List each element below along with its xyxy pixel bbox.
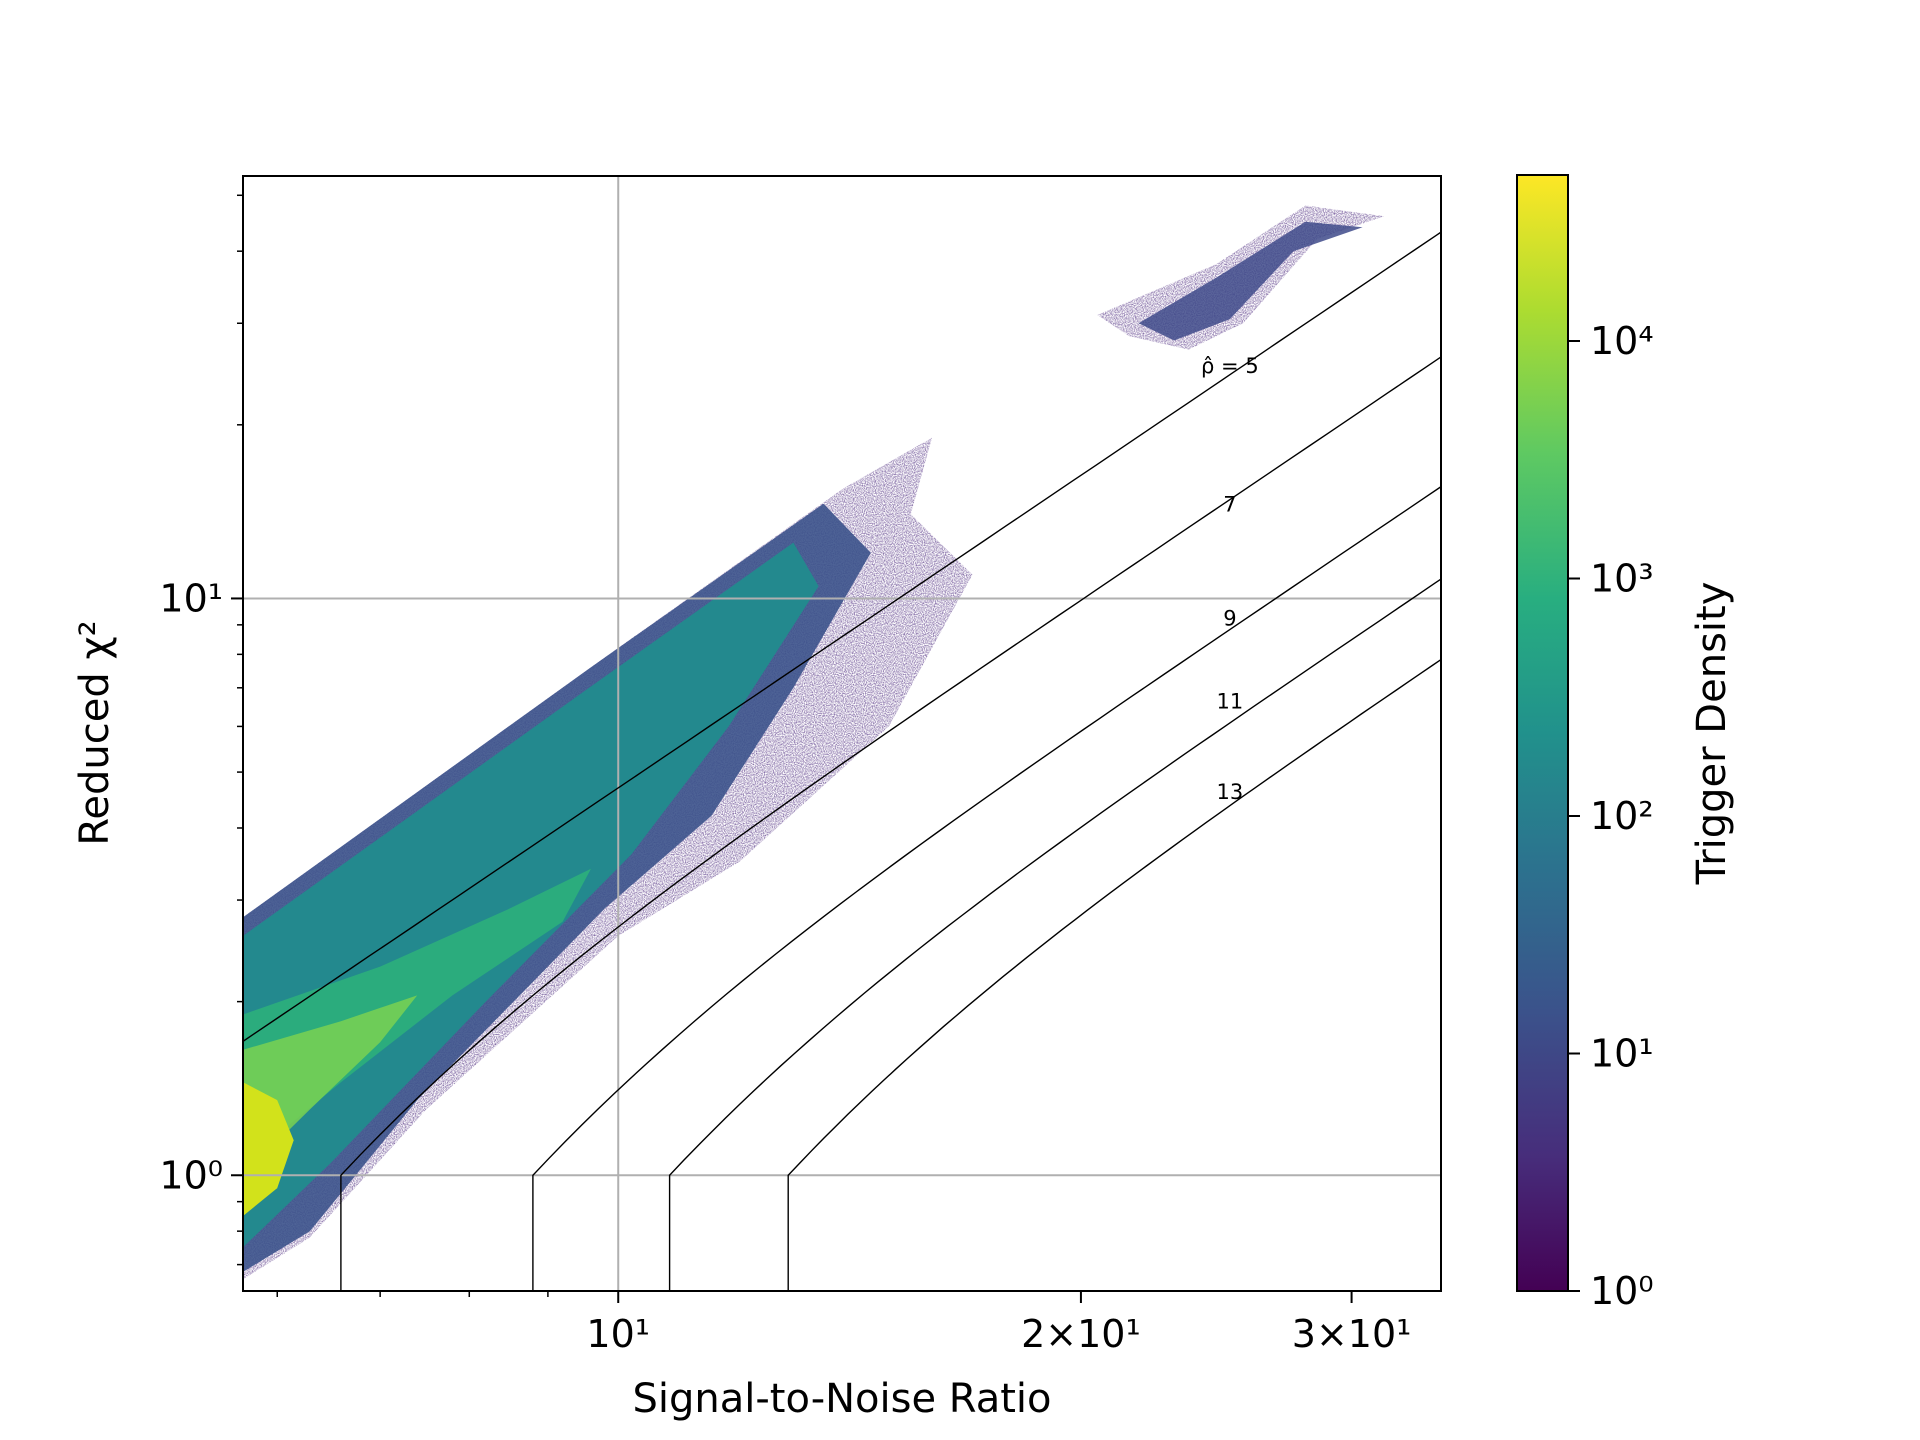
colorbar-tick-label-10000: 10⁴ [1590,319,1654,363]
grid-lines [243,176,1441,1291]
x-tick-label-30: 3×10¹ [1292,1312,1412,1356]
contour-label-2: 7 [1223,492,1236,516]
contour-line-3 [532,485,1441,1291]
contour-label-4: 11 [1217,690,1244,714]
y-axis-ticks: 10⁰ 10¹ [159,194,243,1266]
colorbar-tick-label-1: 10⁰ [1590,1269,1654,1313]
contour-line-5 [787,658,1441,1291]
contour-line-4 [668,578,1441,1291]
x-axis-label: Signal-to-Noise Ratio [632,1376,1051,1422]
colorbar-tick-label-100: 10² [1590,794,1654,838]
x-tick-label-10: 10¹ [586,1312,650,1356]
contour-line-2 [340,356,1441,1291]
y-tick-label-10: 10¹ [159,576,223,620]
x-axis-ticks: 10¹ 2×10¹ 3×10¹ [276,1291,1412,1356]
colorbar [1516,174,1569,1292]
plot-frame [242,175,1442,1292]
y-axis-label: Reduced χ² [72,620,118,845]
colorbar-ticks: 10⁰ 10¹ 10² 10³ 10⁴ [1568,319,1654,1313]
colorbar-tick-label-1000: 10³ [1590,557,1654,601]
contour-lines [243,231,1441,1291]
density-layer [243,205,1385,1280]
contour-label-5: 13 [1217,780,1244,804]
density-region-main-core [243,542,819,1248]
contour-label-3: 9 [1223,606,1236,630]
colorbar-tick-label-10: 10¹ [1590,1032,1654,1076]
contour-label-1: ρ̂ = 5 [1201,354,1259,378]
contour-line-1 [243,231,1441,1043]
density-region-cluster-body [1138,221,1363,341]
x-tick-label-20: 2×10¹ [1021,1312,1141,1356]
contour-labels: ρ̂ = 5 7 9 11 13 [1201,354,1259,804]
density-region-peak [243,1082,294,1216]
colorbar-label: Trigger Density [1689,582,1735,886]
y-tick-label-1: 10⁰ [159,1153,223,1197]
